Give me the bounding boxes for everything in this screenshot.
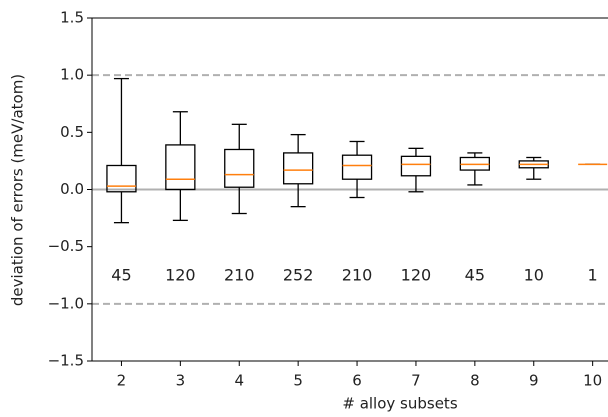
box xyxy=(341,154,373,180)
y-tick-label: 1.5 xyxy=(60,9,84,27)
x-tick-label: 7 xyxy=(411,372,421,390)
x-tick-label: 5 xyxy=(293,372,303,390)
y-tick-label: 0.5 xyxy=(60,123,84,141)
x-tick-label: 10 xyxy=(583,372,602,390)
box xyxy=(400,155,432,177)
x-tick-label: 6 xyxy=(352,372,362,390)
count-label: 10 xyxy=(524,266,544,285)
x-tick-label: 3 xyxy=(176,372,186,390)
y-tick-label: −1.0 xyxy=(48,294,84,312)
x-tick-label: 2 xyxy=(117,372,127,390)
count-label: 252 xyxy=(283,266,314,285)
y-tick-label: 1.0 xyxy=(60,66,84,84)
y-tick-label: −0.5 xyxy=(48,237,84,255)
x-tick-label: 8 xyxy=(470,372,480,390)
x-axis-label: # alloy subsets xyxy=(342,395,457,413)
box xyxy=(282,152,314,185)
y-tick-label: 0.0 xyxy=(60,180,84,198)
count-label: 120 xyxy=(165,266,196,285)
count-label: 120 xyxy=(401,266,432,285)
count-label: 1 xyxy=(588,266,598,285)
y-tick-label: −1.5 xyxy=(48,352,84,370)
y-axis-label: deviation of errors (meV/atom) xyxy=(9,74,27,306)
count-label: 45 xyxy=(111,266,131,285)
box xyxy=(165,144,196,191)
x-tick-label: 4 xyxy=(234,372,244,390)
box xyxy=(106,164,137,193)
count-label: 210 xyxy=(342,266,373,285)
count-label: 45 xyxy=(465,266,485,285)
count-label: 210 xyxy=(224,266,255,285)
box xyxy=(224,148,255,188)
x-tick-label: 9 xyxy=(529,372,539,390)
